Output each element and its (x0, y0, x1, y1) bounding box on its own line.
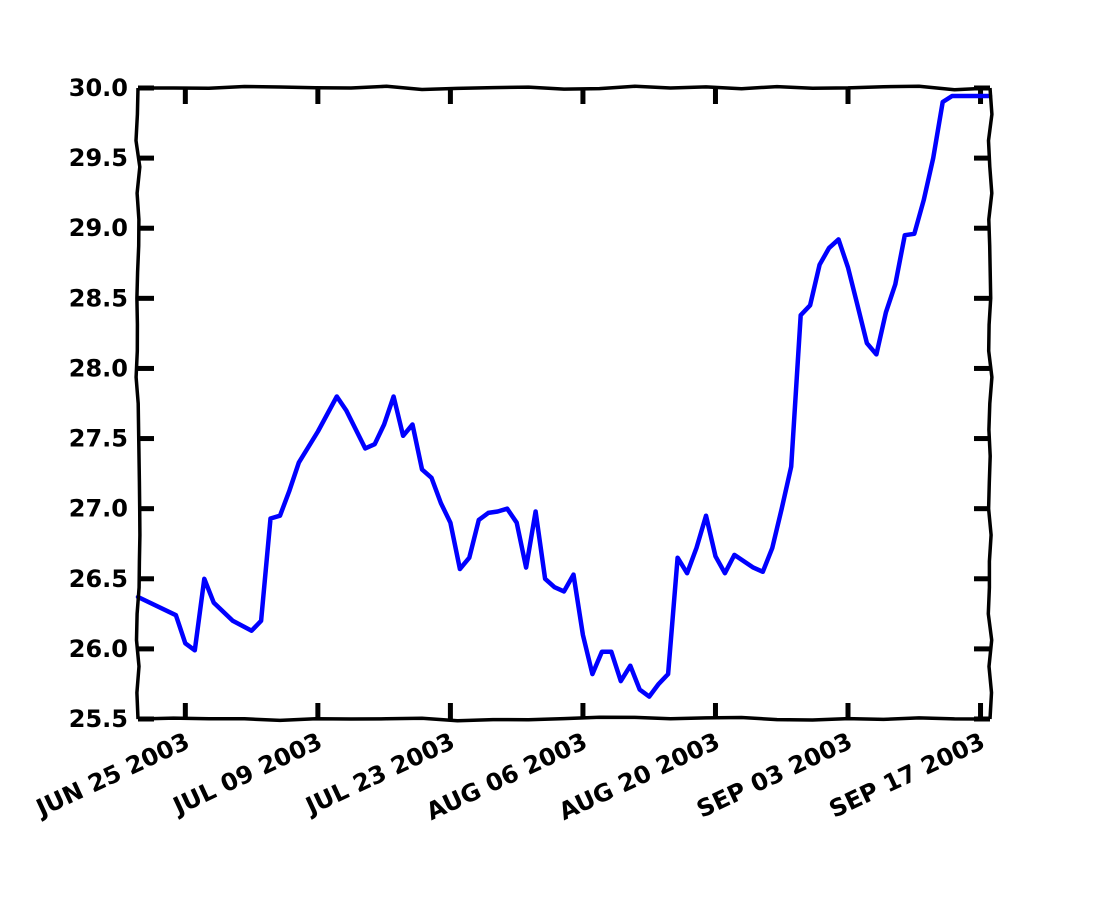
y-tick-label: 30.0 (69, 74, 128, 102)
plot-frame (136, 86, 992, 721)
y-tick-label: 28.0 (69, 354, 128, 382)
y-tick-label: 29.5 (69, 144, 128, 172)
y-tick-label: 29.0 (69, 214, 128, 242)
x-tick-label: JUL 09 2003 (167, 727, 326, 821)
x-tick-label: JUN 25 2003 (30, 727, 194, 823)
price-series-line (138, 96, 990, 697)
y-tick-label: 27.5 (69, 425, 128, 453)
tick-marks (138, 88, 990, 719)
y-tick-label: 26.0 (69, 635, 128, 663)
y-tick-labels: 25.5 26.0 26.5 27.0 27.5 28.0 28.5 29.0 29.5 30.0 (69, 74, 128, 733)
y-tick-label: 25.5 (69, 705, 128, 733)
y-tick-label: 27.0 (69, 495, 128, 523)
y-tick-label: 28.5 (69, 284, 128, 312)
y-tick-label: 26.5 (69, 565, 128, 593)
